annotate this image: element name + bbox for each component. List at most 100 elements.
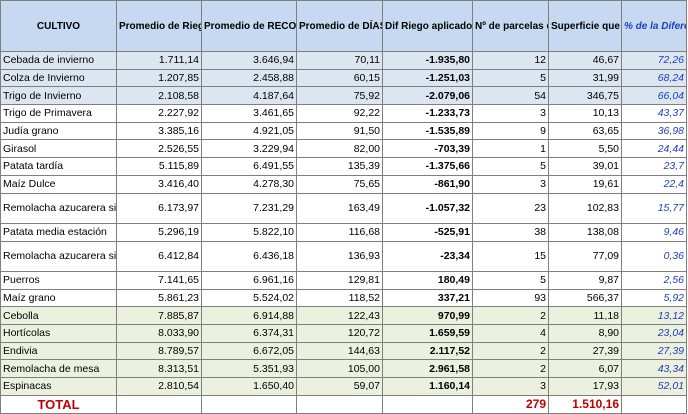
cell-cultivo: Girasol [0,139,117,159]
cell-pct-diferencia: 27,39 [621,341,687,361]
table-row: Trigo de Primavera 2.227,92 3.461,65 92,22-… [0,104,687,123]
cell-dias-campana: 163,49 [296,192,383,224]
cell-cultivo: Remolacha azucarera siembra Marzo [0,192,117,224]
cell-parcelas: 12 [472,51,549,70]
cell-cultivo: Endivia [0,341,117,361]
table-row: Trigo de Invierno 2.108,58 4.187,64 75,92 -2… [0,86,687,106]
cell-cultivo: Maíz grano [0,288,117,308]
cell-parcelas: 5 [472,68,549,88]
cell-superficie: 39,01 [548,157,622,176]
cell-cultivo: Remolacha azucarera siembra Abril [0,240,117,272]
cell-superficie: 17,93 [548,377,622,396]
cell-riego-aplicado: 1.207,85 [116,68,202,88]
total-empty-cell [382,394,473,414]
cell-superficie: 102,83 [548,192,622,224]
cell-cultivo: Patata tardía [0,157,117,176]
cell-riego-aplicado: 7.141,65 [116,270,202,290]
cell-dif-riego: -1.935,80 [382,51,473,70]
cell-riego-aplicado: 2.810,54 [116,377,202,396]
cell-dif-riego: 1.160,14 [382,377,473,396]
table-body: Cebada de invierno 1.711,14 3.646,94 70,11-… [0,51,687,396]
cell-pct-diferencia: 24,44 [621,139,687,159]
cell-dif-riego: -1.375,66 [382,157,473,176]
cell-riego-aplicado: 8.789,57 [116,341,202,361]
cell-superficie: 10,13 [548,104,622,123]
cell-superficie: 346,75 [548,86,622,106]
total-row: TOTAL 279 1.510,16 [0,394,687,414]
table-row: Patata tardía 5.115,89 6.491,55 135,39 -1.37… [0,157,687,176]
cell-dif-riego: -2.079,06 [382,86,473,106]
cell-riego-recomendacion: 6.961,16 [201,270,297,290]
cell-pct-diferencia: 0,36 [621,240,687,272]
table-row: Judía grano 3.385,16 4.921,05 91,50 -1.535,8… [0,121,687,141]
cell-dias-campana: 92,22 [296,104,383,123]
cell-pct-diferencia: 2,56 [621,270,687,290]
cell-pct-diferencia: 23,7 [621,157,687,176]
cell-dias-campana: 70,11 [296,51,383,70]
cell-riego-aplicado: 5.115,89 [116,157,202,176]
cell-parcelas: 4 [472,324,549,343]
cell-parcelas: 1 [472,139,549,159]
cell-parcelas: 54 [472,86,549,106]
cell-superficie: 77,09 [548,240,622,272]
header-riego-aplicado: Promedio de Riego APLICADO (m3/ha) [116,0,202,52]
cell-cultivo: Judía grano [0,121,117,141]
cell-dias-campana: 135,39 [296,157,383,176]
table-row: Hortícolas 8.033,90 6.374,31 120,72 1.659,59… [0,324,687,343]
cell-parcelas: 93 [472,288,549,308]
cell-dias-campana: 59,07 [296,377,383,396]
cell-riego-recomendacion: 4.921,05 [201,121,297,141]
cell-cultivo: Patata media estación [0,222,117,242]
cell-parcelas: 5 [472,157,549,176]
cell-riego-recomendacion: 6.436,18 [201,240,297,272]
cell-dias-campana: 122,43 [296,306,383,326]
cell-parcelas: 9 [472,121,549,141]
cell-dias-campana: 116,68 [296,222,383,242]
table-row: Remolacha azucarera siembra Abril6.412,8… [0,240,687,272]
cell-dias-campana: 129,81 [296,270,383,290]
cell-riego-recomendacion: 6.491,55 [201,157,297,176]
cell-parcelas: 2 [472,341,549,361]
cell-dif-riego: 970,99 [382,306,473,326]
cell-pct-diferencia: 43,37 [621,104,687,123]
cell-dif-riego: 1.659,59 [382,324,473,343]
cell-pct-diferencia: 66,04 [621,86,687,106]
cell-cultivo: Trigo de Invierno [0,86,117,106]
cell-superficie: 566,37 [548,288,622,308]
cell-superficie: 11,18 [548,306,622,326]
cell-riego-aplicado: 8.033,90 [116,324,202,343]
table-row: Girasol 2.526,55 3.229,94 82,00 -703,39 1 5,50… [0,139,687,159]
cell-dif-riego: -703,39 [382,139,473,159]
header-dias-campana: Promedio de DÍAS DE CAMPAÑA DE RIEGO (m3… [296,0,383,52]
cell-riego-aplicado: 3.416,40 [116,174,202,194]
table-row: Maíz Dulce 3.416,40 4.278,30 75,65 -861,90 3 1… [0,174,687,194]
header-dif-riego: Dif Riego aplicado / Recomendación (m3/h… [382,0,473,52]
cell-dif-riego: -1.057,32 [382,192,473,224]
cell-riego-aplicado: 5.861,23 [116,288,202,308]
cell-riego-recomendacion: 3.461,65 [201,104,297,123]
cell-parcelas: 5 [472,270,549,290]
total-empty-cell [621,394,687,414]
cell-riego-aplicado: 2.108,58 [116,86,202,106]
table-row: Cebada de invierno 1.711,14 3.646,94 70,11-… [0,51,687,70]
cell-riego-aplicado: 2.227,92 [116,104,202,123]
table-row: Endivia 8.789,57 6.672,05 144,63 2.117,52 2 27… [0,341,687,361]
cell-dif-riego: -23,34 [382,240,473,272]
cell-superficie: 27,39 [548,341,622,361]
cell-riego-recomendacion: 5.822,10 [201,222,297,242]
cell-riego-aplicado: 1.711,14 [116,51,202,70]
cell-cultivo: Espinacas [0,377,117,396]
cell-dias-campana: 75,92 [296,86,383,106]
cell-parcelas: 2 [472,359,549,379]
cell-pct-diferencia: 52,01 [621,377,687,396]
total-parcelas: 279 [472,394,549,414]
cell-pct-diferencia: 13,12 [621,306,687,326]
cell-parcelas: 15 [472,240,549,272]
cell-dias-campana: 60,15 [296,68,383,88]
cell-parcelas: 3 [472,104,549,123]
header-cultivo: CULTIVO [0,0,117,52]
cell-riego-recomendacion: 3.229,94 [201,139,297,159]
cell-parcelas: 23 [472,192,549,224]
cell-dif-riego: 2.961,58 [382,359,473,379]
cell-riego-recomendacion: 6.672,05 [201,341,297,361]
